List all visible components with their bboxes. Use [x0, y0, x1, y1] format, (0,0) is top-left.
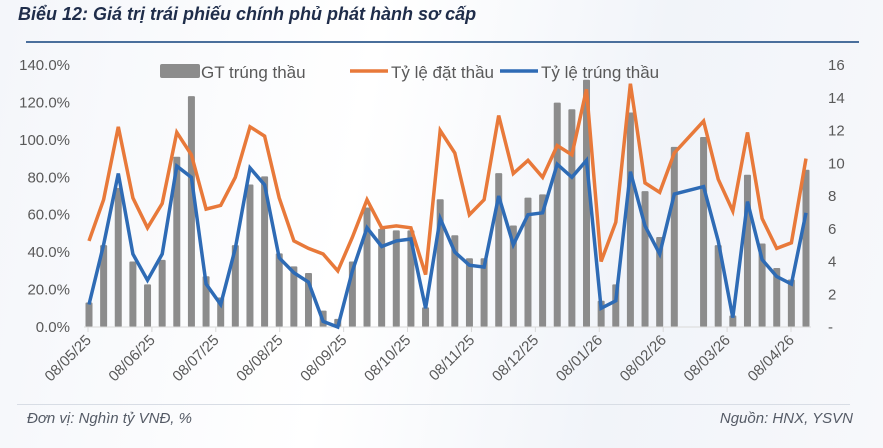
x-tick-label: 08/06/25 — [105, 332, 158, 385]
bar — [553, 102, 561, 327]
left-tick-label: 40.0% — [27, 244, 70, 261]
right-tick-label: 12 — [828, 123, 845, 140]
right-axis: - 2 4 6 8 10 12 14 16 — [828, 57, 845, 336]
x-tick-label: 08/03/26 — [681, 332, 734, 385]
bar — [568, 109, 576, 328]
right-tick-label: - — [828, 319, 833, 336]
left-tick-label: 140.0% — [19, 57, 70, 74]
legend: GT trúng thầu Tỷ lệ đặt thầu Tỷ lệ trúng t… — [160, 63, 659, 82]
left-tick-label: 20.0% — [27, 282, 70, 299]
bar — [583, 79, 591, 327]
line-series — [87, 83, 808, 330]
bar — [114, 187, 122, 327]
x-tick-label: 08/11/25 — [426, 332, 479, 385]
bar — [714, 245, 722, 327]
x-tick-label: 08/02/26 — [617, 332, 670, 385]
bar — [100, 245, 108, 327]
left-axis: 0.0% 20.0% 40.0% 60.0% 80.0% 100.0% 120.0% 140.… — [19, 57, 70, 336]
legend-item-ty-le-dat-thau: Tỷ lệ đặt thầu — [350, 63, 494, 82]
right-tick-label: 8 — [828, 188, 836, 205]
x-axis: 08/05/25 08/06/25 08/07/25 08/08/25 08/09/25… — [42, 326, 811, 385]
bar — [626, 112, 634, 327]
right-tick-label: 6 — [828, 221, 836, 238]
title-divider — [26, 41, 859, 43]
bar — [802, 169, 810, 327]
bar — [378, 228, 386, 327]
left-tick-label: 100.0% — [19, 132, 70, 149]
bar — [524, 197, 532, 327]
right-tick-label: 4 — [828, 254, 836, 271]
legend-label: Tỷ lệ đặt thầu — [391, 63, 494, 82]
bar — [85, 302, 93, 327]
bar — [451, 235, 459, 327]
bar — [187, 96, 195, 327]
source-note: Nguồn: HNX, YSVN — [719, 410, 853, 427]
legend-item-gt-trung-thau: GT trúng thầu — [160, 63, 306, 82]
bar — [743, 174, 751, 327]
bar — [422, 307, 430, 327]
bar — [246, 184, 254, 327]
x-tick-label: 08/04/26 — [745, 332, 798, 385]
bar — [173, 156, 181, 327]
right-tick-label: 14 — [828, 90, 845, 107]
bar — [158, 259, 166, 327]
left-tick-label: 80.0% — [27, 169, 70, 186]
legend-label: Tỷ lệ trúng thầu — [541, 63, 659, 82]
x-tick-label: 08/07/25 — [169, 332, 222, 385]
bar — [656, 236, 664, 327]
unit-note: Đơn vị: Nghìn tỷ VNĐ, % — [27, 410, 192, 427]
x-tick-label: 08/08/25 — [233, 332, 286, 385]
bar — [509, 225, 517, 327]
bar — [392, 230, 400, 327]
bar — [787, 279, 795, 327]
line-ty-le-trung-thau — [87, 156, 808, 330]
x-tick-label: 08/12/25 — [489, 332, 542, 385]
left-tick-label: 0.0% — [36, 319, 70, 336]
bar — [231, 245, 239, 327]
bar — [729, 315, 737, 327]
bar — [290, 266, 298, 327]
right-tick-label: 16 — [828, 57, 845, 74]
bar — [539, 194, 547, 327]
bar — [144, 284, 152, 327]
x-tick-label: 08/05/25 — [42, 332, 95, 385]
bar — [700, 137, 708, 327]
legend-swatch-bar — [160, 64, 200, 78]
right-tick-label: 10 — [828, 155, 845, 172]
line-ty-le-dat-thau — [87, 83, 808, 276]
bar — [670, 146, 678, 327]
chart-title: Biểu 12: Giá trị trái phiếu chính phủ ph… — [18, 4, 477, 24]
bar — [480, 258, 488, 327]
x-tick-label: 08/01/26 — [553, 332, 606, 385]
footer-divider — [17, 404, 850, 405]
x-tick-label: 08/09/25 — [297, 332, 350, 385]
left-tick-label: 120.0% — [19, 94, 70, 111]
legend-label: GT trúng thầu — [201, 63, 306, 82]
x-tick-label: 08/10/25 — [361, 332, 414, 385]
bar — [129, 261, 137, 327]
bar — [465, 258, 473, 327]
right-tick-label: 2 — [828, 286, 836, 303]
bar — [773, 268, 781, 327]
bar — [275, 253, 283, 327]
bar — [758, 243, 766, 327]
legend-item-ty-le-trung-thau: Tỷ lệ trúng thầu — [500, 63, 659, 82]
bar-series-gt-trung-thau — [85, 79, 810, 328]
bar — [261, 176, 269, 327]
left-tick-label: 60.0% — [27, 207, 70, 224]
